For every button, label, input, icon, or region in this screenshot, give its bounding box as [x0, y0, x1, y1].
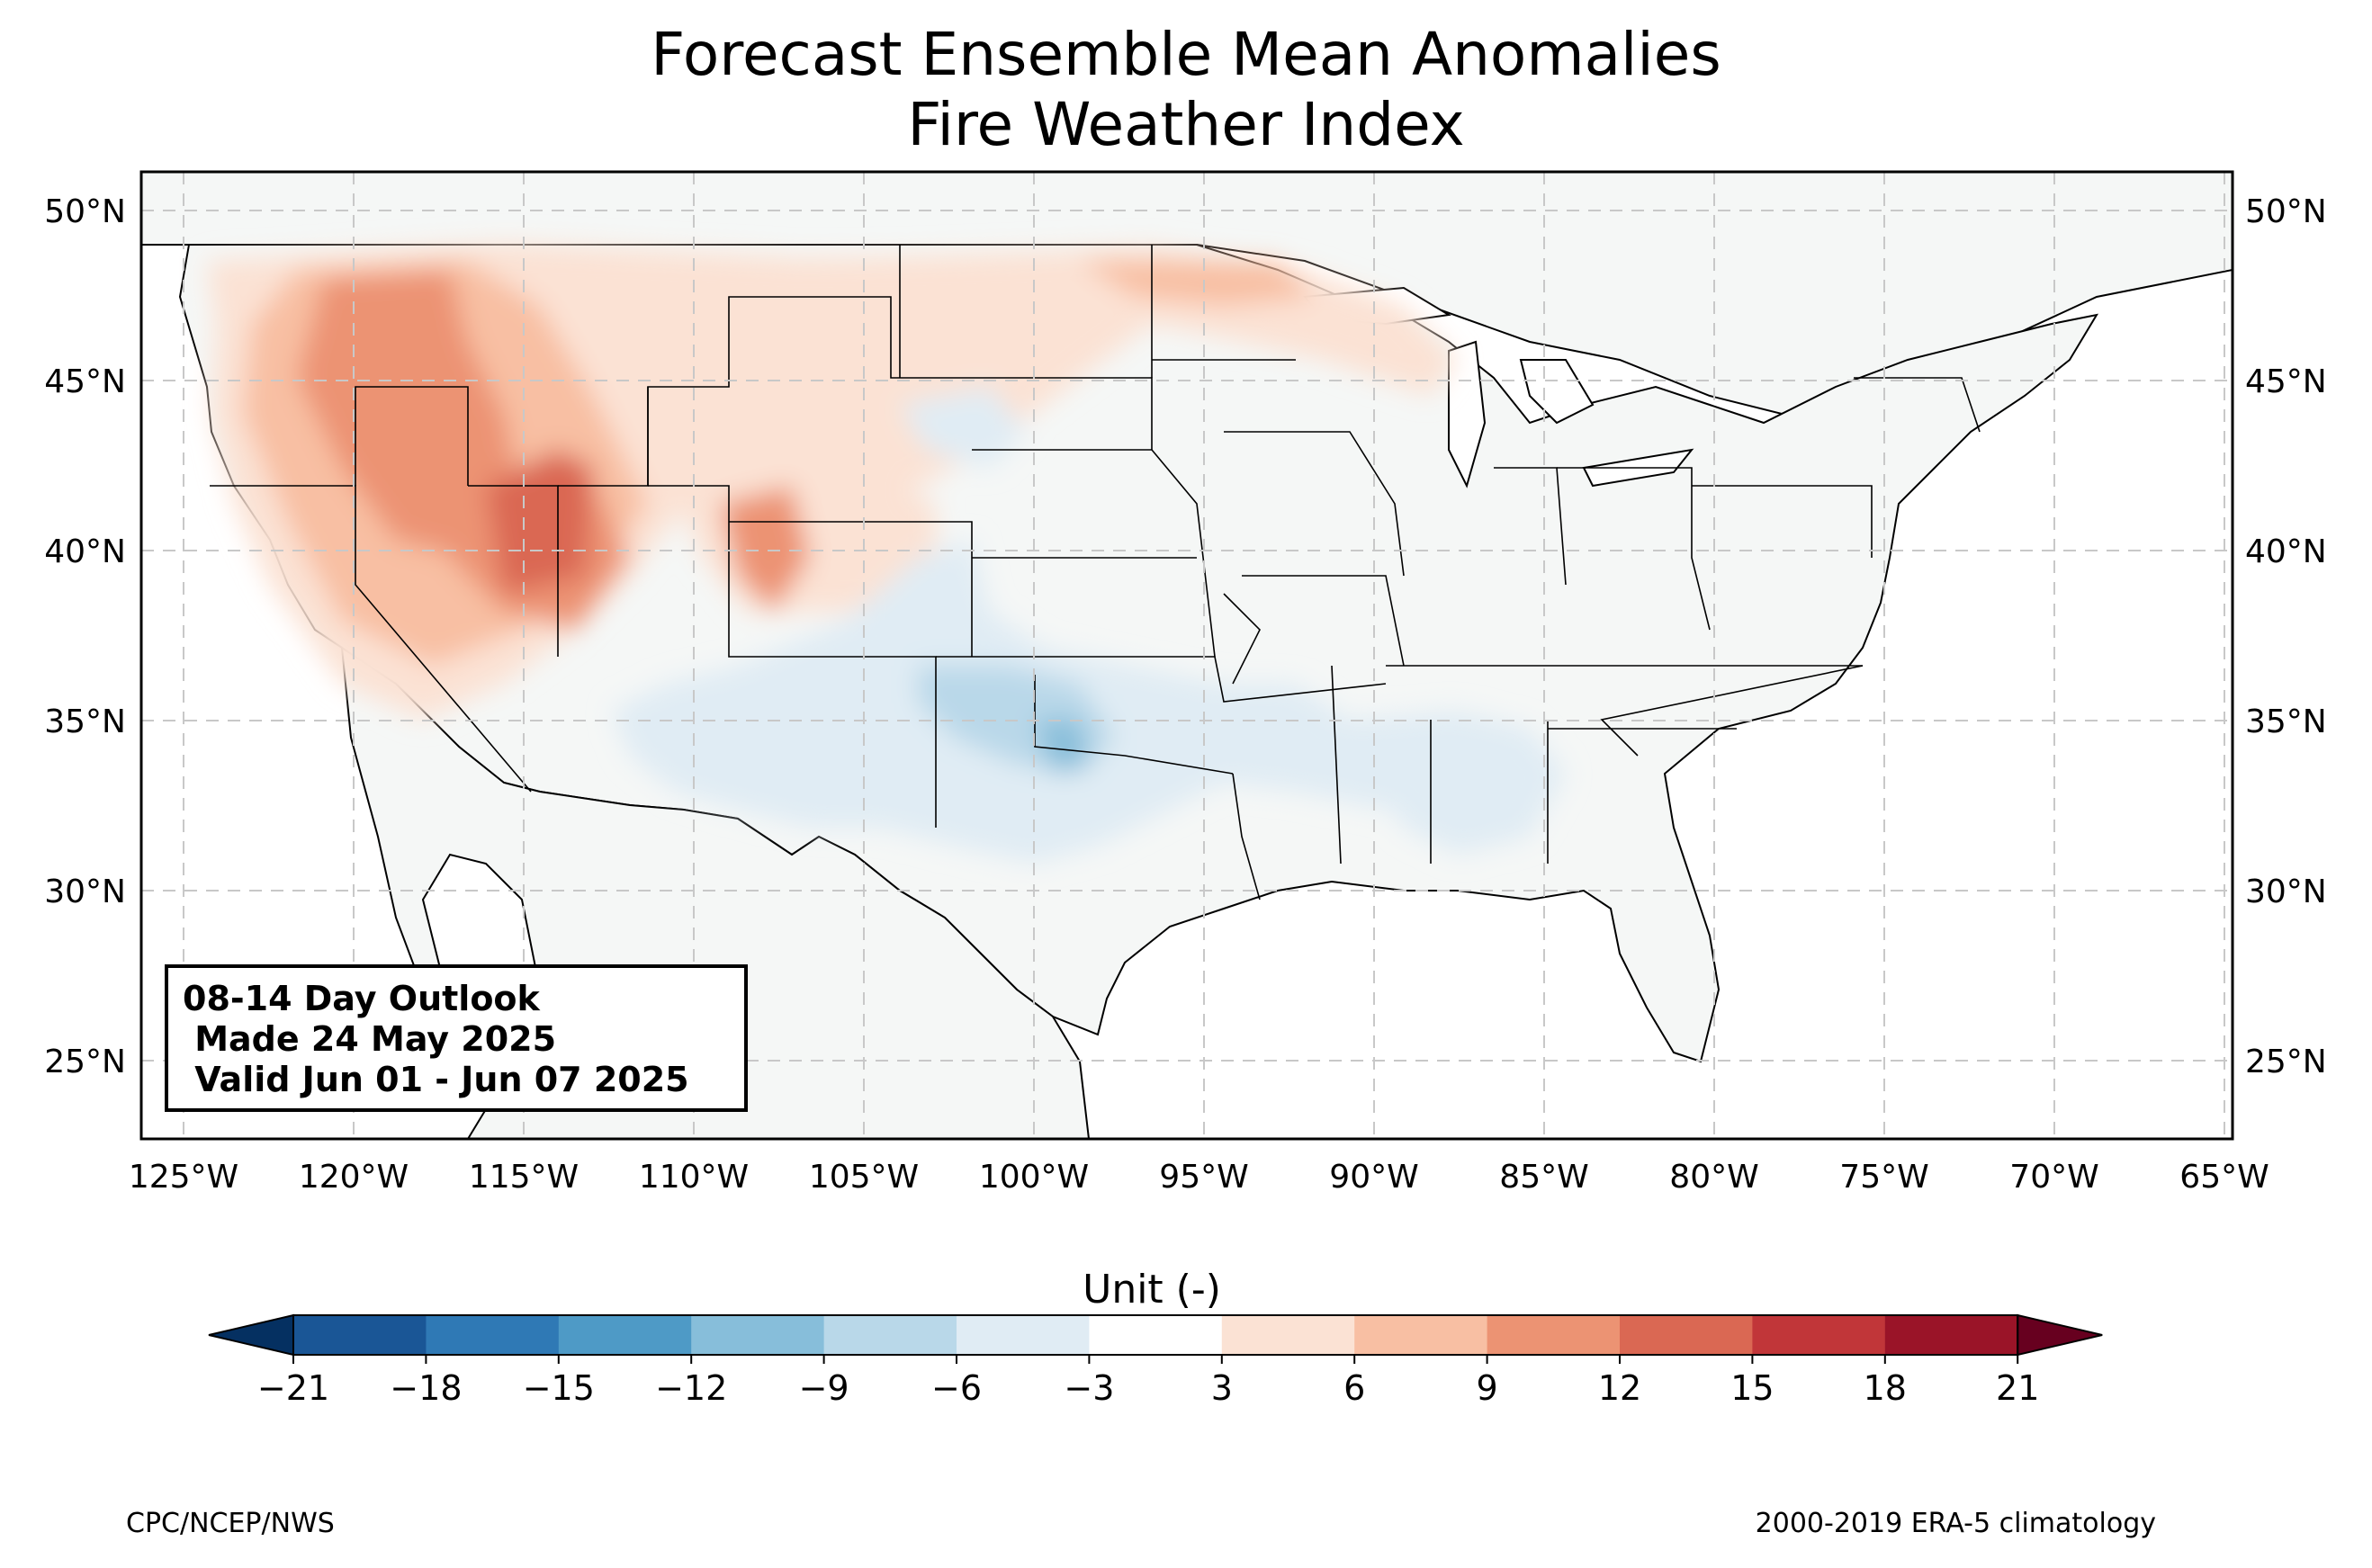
lat-tick-label-left: 35°N	[44, 703, 126, 740]
colorbar-segment	[1221, 1315, 1355, 1355]
colorbar-tick-label: −18	[390, 1368, 462, 1408]
lat-tick-label-left: 30°N	[44, 874, 126, 910]
lon-tick-label: 75°W	[1839, 1159, 1928, 1196]
latitude-tick-labels-left: 50°N 45°N 40°N 35°N 30°N 25°N	[44, 193, 126, 1080]
outlook-title: 08-14 Day Outlook	[183, 979, 540, 1018]
colorbar-tick-label: −6	[931, 1368, 982, 1408]
colorbar-unit-label: Unit (-)	[1083, 1267, 1221, 1313]
anomaly-12-colorado	[720, 486, 810, 612]
colorbar-extend-low	[208, 1313, 294, 1357]
colorbar-tick-label: −15	[523, 1368, 595, 1408]
colorbar-segment	[1089, 1315, 1223, 1355]
colorbar-outline	[292, 1314, 2019, 1356]
lat-tick-label-right: 25°N	[2245, 1044, 2327, 1080]
lat-tick-label-left: 50°N	[44, 193, 126, 230]
colorbar-segment	[1487, 1315, 1621, 1355]
colorbar-segment	[1620, 1315, 1753, 1355]
lon-tick-label: 70°W	[2009, 1159, 2098, 1196]
colorbar-tick-label: −9	[799, 1368, 849, 1408]
anomaly-9-dakotas	[1080, 261, 1314, 306]
lat-tick-label-right: 40°N	[2245, 533, 2327, 570]
lat-tick-label-right: 35°N	[2245, 703, 2327, 740]
longitude-tick-labels: 125°W 120°W 115°W 110°W 105°W 100°W 95°W 90°W 85…	[129, 1159, 2269, 1196]
outlook-valid-range: Valid Jun 01 - Jun 07 2025	[183, 1060, 689, 1099]
chart-title: Forecast Ensemble Mean Anomalies	[651, 20, 1721, 89]
colorbar-segment	[1884, 1315, 2018, 1355]
colorbar-tick-label: 6	[1343, 1368, 1365, 1408]
lon-tick-label: 105°W	[809, 1159, 919, 1196]
colorbar-segment	[823, 1315, 957, 1355]
lat-tick-label-right: 50°N	[2245, 193, 2327, 230]
canada-land	[141, 172, 2233, 416]
anomaly-cool-nebraska	[900, 387, 1026, 468]
lat-tick-label-right: 30°N	[2245, 874, 2327, 910]
colorbar-tick-label: 12	[1598, 1368, 1641, 1408]
anomaly-warm-north	[585, 247, 1458, 504]
chart-subtitle: Fire Weather Index	[907, 90, 1465, 159]
lat-tick-label-left: 45°N	[44, 363, 126, 400]
colorbar-segment	[957, 1315, 1090, 1355]
lon-tick-label: 125°W	[129, 1159, 238, 1196]
colorbar-tick-label: 21	[1996, 1368, 2039, 1408]
latitude-tick-labels-right: 50°N 45°N 40°N 35°N 30°N 25°N	[2245, 193, 2327, 1080]
lake-huron	[1519, 359, 1595, 425]
colorbar-segment	[426, 1315, 560, 1355]
colorbar-segment	[558, 1315, 692, 1355]
lon-tick-label: 95°W	[1159, 1159, 1248, 1196]
colorbar-segment	[293, 1315, 427, 1355]
anomaly-cool-southeast	[1350, 711, 1566, 855]
lon-tick-label: 100°W	[979, 1159, 1089, 1196]
lat-tick-label-left: 40°N	[44, 533, 126, 570]
credit-climatology: 2000-2019 ERA-5 climatology	[1755, 1508, 2156, 1539]
colorbar-segment	[1752, 1315, 1886, 1355]
lat-tick-label-right: 45°N	[2245, 363, 2327, 400]
outlook-info-box: 08-14 Day Outlook Made 24 May 2025 Valid…	[165, 964, 748, 1112]
colorbar-extend-high	[2017, 1313, 2103, 1357]
outlook-made-date: Made 24 May 2025	[183, 1019, 557, 1059]
colorbar-tick-label: −3	[1064, 1368, 1114, 1408]
lon-tick-label: 85°W	[1499, 1159, 1588, 1196]
map-frame	[139, 170, 2234, 1141]
colorbar-tick-label: −12	[655, 1368, 727, 1408]
credit-agency: CPC/NCEP/NWS	[126, 1508, 335, 1539]
colorbar-tick-label: 3	[1211, 1368, 1233, 1408]
lon-tick-label: 65°W	[2179, 1159, 2269, 1196]
colorbar-tick-labels: −21 −18 −15 −12 −9 −6 −3 3 6 9 12 15 18 21	[257, 1355, 2039, 1408]
colorbar-tick-label: −21	[257, 1368, 329, 1408]
lon-tick-label: 110°W	[639, 1159, 749, 1196]
state-borders	[210, 245, 1981, 900]
colorbar-tick-label: 18	[1864, 1368, 1907, 1408]
lon-tick-label: 90°W	[1329, 1159, 1418, 1196]
colorbar-segment	[1354, 1315, 1488, 1355]
lat-tick-label-left: 25°N	[44, 1044, 126, 1080]
colorbar-tick-label: 9	[1477, 1368, 1498, 1408]
lon-tick-label: 120°W	[299, 1159, 409, 1196]
lake-michigan	[1448, 340, 1487, 488]
anomaly-layer	[207, 243, 1566, 864]
colorbar-segment	[691, 1315, 825, 1355]
colorbar	[208, 1313, 2103, 1357]
anomaly-12-texas	[1035, 720, 1089, 774]
colorbar-tick-label: 15	[1730, 1368, 1774, 1408]
lon-tick-label: 115°W	[469, 1159, 579, 1196]
lon-tick-label: 80°W	[1669, 1159, 1758, 1196]
